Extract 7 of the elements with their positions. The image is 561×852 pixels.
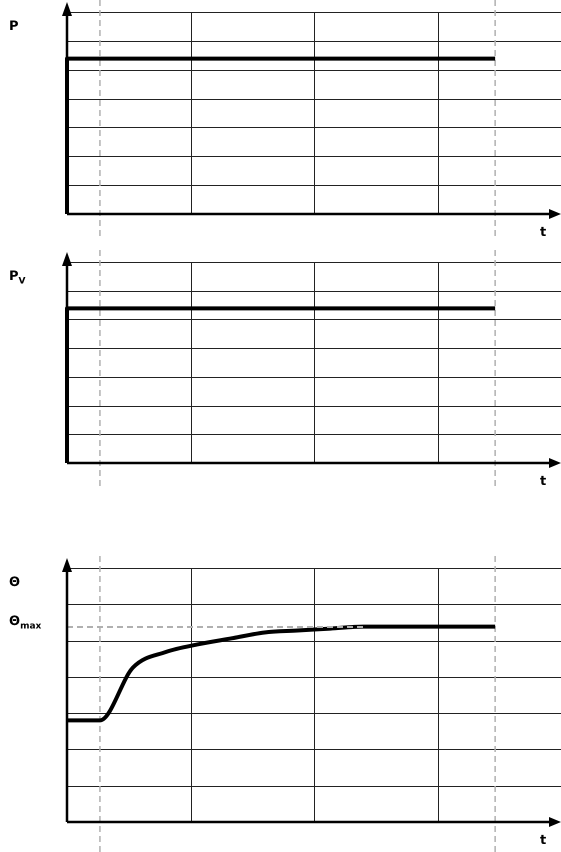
ref-line-label: Θ$_{max}$ [9,614,42,632]
x-axis-title: t [540,225,546,240]
x-axis-title: t [540,833,546,848]
y-axis-title: Θ [9,575,20,590]
y-axis-title: P$_{V}$ [9,269,26,287]
y-axis-title: P [9,19,19,34]
x-axis-title: t [540,474,546,489]
